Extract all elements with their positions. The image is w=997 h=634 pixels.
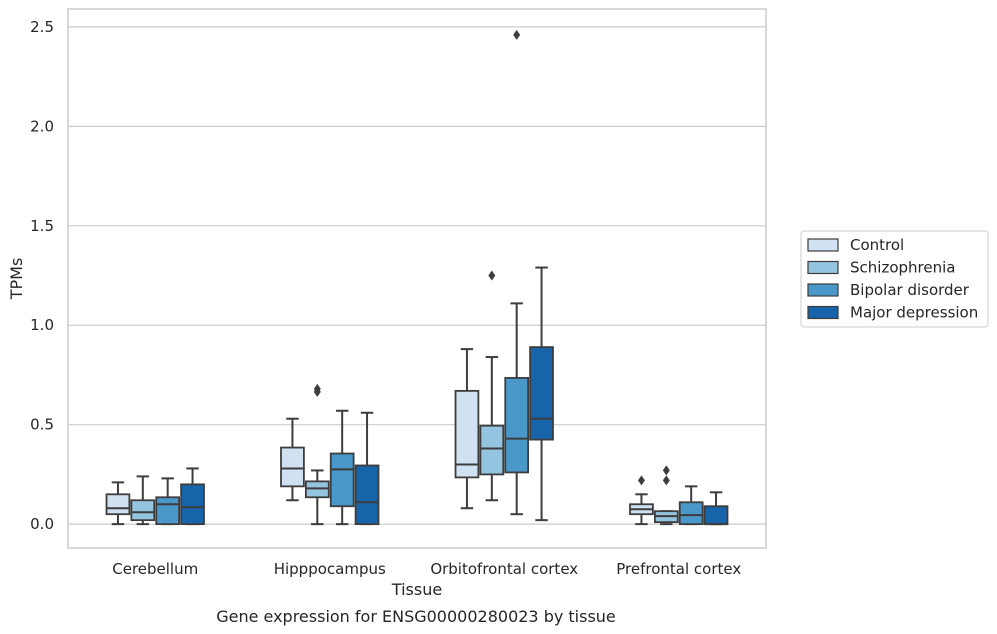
box-series (105, 29, 729, 526)
box-body (454, 389, 480, 479)
outlier-marker (313, 383, 321, 394)
box-body (155, 496, 181, 526)
legend-swatch (807, 238, 839, 252)
box-body (130, 499, 156, 522)
box-1-3 (454, 348, 480, 510)
legend-frame (800, 230, 989, 328)
box-1-2 (280, 417, 305, 502)
plot-frame (67, 8, 767, 549)
x-tick-label: Orbitofrontal cortex (430, 560, 578, 578)
box-3-3 (504, 29, 530, 516)
y-tick-label: 2.5 (30, 18, 54, 36)
legend-label: Major depression (850, 304, 978, 322)
box-4-2 (354, 411, 380, 526)
box-4-4 (703, 491, 729, 526)
box-1-4 (629, 475, 654, 526)
box-body (329, 452, 355, 508)
x-tick-label: Hipppocampus (274, 560, 386, 578)
x-tick-label: Cerebellum (112, 560, 198, 578)
outlier-marker (637, 475, 645, 486)
y-axis-title: TPMs (7, 258, 26, 301)
box-body (280, 446, 305, 488)
legend-label: Schizophrenia (850, 259, 955, 277)
box-body (180, 483, 205, 526)
box-2-3 (479, 270, 505, 502)
legend-swatch (807, 260, 839, 275)
y-tick-label: 1.5 (30, 217, 54, 235)
legend-label: Bipolar disorder (850, 281, 970, 299)
box-body (529, 346, 554, 441)
box-body (678, 501, 704, 526)
y-tick-label: 0.0 (30, 515, 54, 533)
box-2-1 (130, 475, 156, 526)
y-ticks: 0.0 0.5 1.0 1.5 2.0 2.5 (30, 18, 54, 533)
legend-item: Bipolar disorder (807, 281, 970, 299)
box-body (354, 464, 380, 526)
box-body (703, 505, 729, 526)
box-4-1 (180, 467, 205, 526)
chart-caption: Gene expression for ENSG00000280023 by t… (216, 607, 616, 626)
box-1-1 (105, 481, 131, 526)
box-3-2 (329, 409, 355, 526)
outlier-marker (662, 475, 670, 486)
outlier-marker (662, 465, 670, 476)
box-2-2 (304, 383, 330, 526)
legend: Control Schizophrenia Bipolar disorder Majo… (800, 230, 989, 328)
box-body (504, 377, 530, 474)
legend-item: Major depression (807, 304, 978, 322)
legend-swatch (807, 305, 839, 320)
gridlines (68, 26, 766, 525)
box-3-4 (678, 485, 704, 526)
legend-item: Schizophrenia (807, 259, 955, 277)
y-tick-label: 2.0 (30, 117, 54, 135)
y-tick-label: 1.0 (30, 316, 54, 334)
legend-swatch (807, 283, 839, 297)
legend-label: Control (850, 236, 904, 254)
box-3-1 (155, 477, 181, 526)
box-body (479, 424, 505, 476)
y-tick-label: 0.5 (30, 416, 54, 434)
x-ticks: Cerebellum Hipppocampus Orbitofrontal cort… (112, 560, 741, 578)
x-axis-title: Tissue (391, 580, 442, 599)
box-2-4 (653, 465, 679, 526)
x-tick-label: Prefrontal cortex (616, 560, 741, 578)
legend-item: Control (807, 236, 904, 254)
outlier-marker (513, 29, 521, 40)
outlier-marker (488, 270, 496, 281)
box-body (105, 493, 131, 516)
box-4-3 (529, 266, 554, 522)
